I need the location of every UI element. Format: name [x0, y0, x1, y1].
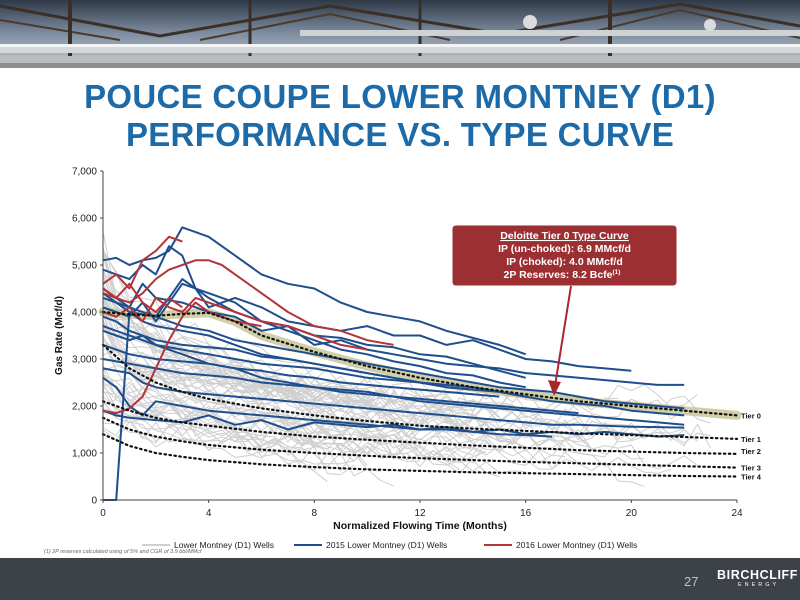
- tier-2-type-curve: [101, 400, 739, 455]
- page-number: 27: [684, 574, 699, 589]
- well-2015-line: [102, 367, 685, 429]
- callout-arrow-line: [554, 285, 572, 387]
- reserves-footnote: (1) 2P reserves calculated using of 5% a…: [44, 549, 202, 555]
- header-photo-banner: [0, 0, 800, 68]
- well-2016-line: [102, 282, 183, 313]
- callout-heading: Deloitte Tier 0 Type Curve: [500, 230, 629, 242]
- lower-montney-well-line: [102, 368, 394, 487]
- type-curve-callout: Deloitte Tier 0 Type Curve IP (un-choked…: [451, 224, 678, 396]
- well-2015-line: [103, 311, 473, 501]
- callout-reserves: 2P Reserves: 8.2 Bcfe(1): [504, 269, 621, 281]
- callout-ip-unchoked: IP (un-choked): 6.9 MMcf/d: [498, 243, 631, 255]
- tier-1-type-curve: [101, 343, 739, 440]
- x-tick-label: 12: [414, 508, 426, 519]
- callout-reserves-sup: (1): [613, 269, 621, 276]
- y-axis-label: Gas Rate (Mcf/d): [54, 296, 65, 375]
- tier-0-label: Tier 0: [741, 411, 761, 420]
- tier-0-type-curve: [101, 310, 739, 417]
- lower-montney-well-line: [102, 408, 355, 465]
- y-tick-label: 6,000: [72, 214, 97, 225]
- well-2015-line: [102, 343, 500, 398]
- tier-3-type-curve: [101, 416, 739, 469]
- slide-title: POUCE COUPE LOWER MONTNEY (D1) PERFORMAN…: [0, 78, 800, 154]
- footer-bar: [0, 558, 800, 600]
- legend-label: Lower Montney (D1) Wells: [174, 540, 274, 550]
- tier-3-label: Tier 3: [741, 464, 761, 473]
- lower-montney-well-line: [102, 389, 712, 449]
- tier-1-label: Tier 1: [741, 435, 761, 444]
- well-2015-line: [102, 226, 527, 356]
- lower-montney-well-line: [102, 412, 487, 462]
- y-tick-label: 5,000: [72, 261, 97, 272]
- x-tick-label: 20: [626, 508, 638, 519]
- company-logo-subtitle: ENERGY: [738, 582, 780, 588]
- lower-montney-well-line: [102, 341, 579, 431]
- industrial-pipes-image: [0, 0, 800, 68]
- well-2015-line: [102, 325, 685, 426]
- y-tick-label: 7,000: [72, 167, 97, 178]
- slide-title-line-2: PERFORMANCE VS. TYPE CURVE: [125, 116, 675, 153]
- well-2016-line: [102, 296, 368, 351]
- x-axis-label: Normalized Flowing Time (Months): [333, 520, 507, 532]
- callout-box: [451, 224, 678, 287]
- y-tick-label: 1,000: [72, 449, 97, 460]
- company-logo: BIRCHCLIFF: [717, 568, 798, 582]
- y-tick-label: 4,000: [72, 308, 97, 319]
- legend-label: 2015 Lower Montney (D1) Wells: [326, 540, 447, 550]
- callout-arrow-head: [548, 380, 561, 396]
- wells-2016-group: [102, 235, 394, 415]
- callout-reserves-text: 2P Reserves: 8.2 Bcfe: [504, 269, 613, 281]
- lower-montney-well-line: [102, 375, 645, 460]
- tier-4-label: Tier 4: [741, 473, 762, 482]
- tier-4-type-curve: [101, 433, 739, 478]
- x-tick-label: 4: [206, 508, 212, 519]
- chart-axes: 0 1,000 2,000 3,000 4,000 5,000 6,000 7,000 0 4 8 1…: [54, 167, 743, 533]
- well-2016-line: [102, 235, 183, 290]
- x-tick-label: 16: [520, 508, 532, 519]
- lower-montney-well-line: [102, 254, 368, 437]
- y-tick-label: 0: [91, 496, 97, 507]
- lower-montney-well-line: [102, 377, 593, 450]
- lower-montney-well-line: [102, 325, 420, 462]
- slide-title-line-1: POUCE COUPE LOWER MONTNEY (D1): [84, 78, 716, 115]
- x-tick-label: 8: [312, 508, 318, 519]
- y-tick-label: 2,000: [72, 402, 97, 413]
- chart-legend: Lower Montney (D1) Wells 2015 Lower Montn…: [142, 540, 637, 550]
- callout-ip-choked: IP (choked): 4.0 MMcf/d: [506, 256, 623, 268]
- well-2015-line: [102, 358, 579, 415]
- tier-2-label: Tier 2: [741, 447, 761, 456]
- lower-montney-well-line: [102, 323, 645, 439]
- x-tick-label: 0: [100, 508, 106, 519]
- x-tick-label: 24: [731, 508, 743, 519]
- lower-montney-well-line: [102, 400, 487, 459]
- lower-montney-well-line: [102, 422, 526, 456]
- legend-label: 2016 Lower Montney (D1) Wells: [516, 540, 637, 550]
- y-tick-label: 3,000: [72, 355, 97, 366]
